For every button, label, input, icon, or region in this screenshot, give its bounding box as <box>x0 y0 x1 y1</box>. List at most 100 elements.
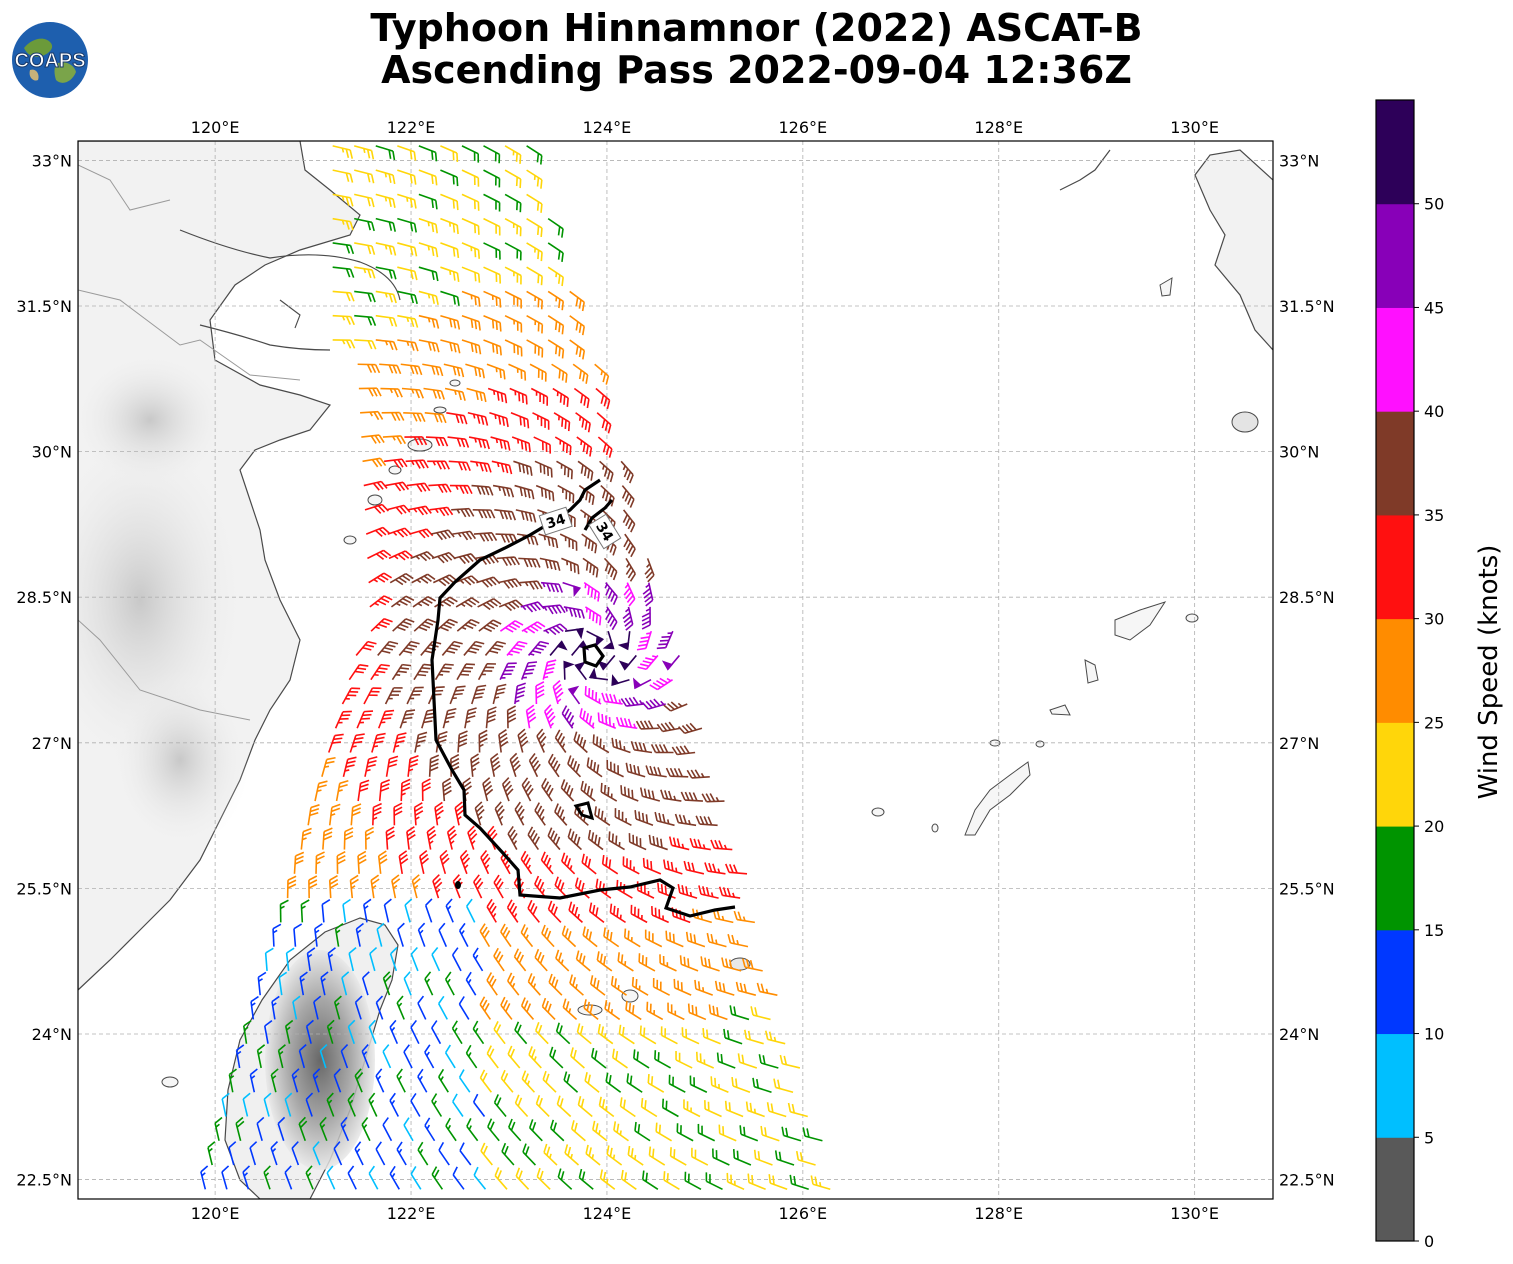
wind-barb <box>504 339 523 357</box>
wind-barb <box>214 1116 223 1141</box>
wind-barb <box>443 363 465 378</box>
wind-barb <box>656 630 674 650</box>
wind-barb <box>483 339 502 356</box>
wind-barb <box>789 1174 809 1191</box>
wind-barb <box>471 484 494 496</box>
wind-barb <box>392 618 415 632</box>
wind-barb <box>483 217 501 236</box>
wind-barb <box>567 755 582 778</box>
wind-barb <box>760 1125 780 1142</box>
wind-barb <box>447 436 470 448</box>
wind-barb <box>440 217 459 235</box>
wind-barb <box>557 484 575 504</box>
wind-barb <box>547 217 564 238</box>
wind-barb <box>384 687 403 705</box>
wind-barb <box>583 999 599 1021</box>
wind-barb <box>332 217 354 231</box>
wind-barb <box>493 1021 506 1045</box>
wind-barb <box>497 578 522 589</box>
wind-barb <box>343 827 354 850</box>
wind-barb <box>526 145 543 165</box>
wind-barb <box>706 932 727 948</box>
wind-barb <box>513 948 527 972</box>
lat-tick-label: 28.5°N <box>1279 588 1335 607</box>
wind-barb <box>567 685 581 705</box>
wind-barb <box>358 387 382 397</box>
lat-tick-label: 25.5°N <box>16 879 72 898</box>
gridlines <box>78 141 1273 1199</box>
wind-barb <box>635 720 659 730</box>
lon-tick-label: 128°E <box>974 1204 1023 1223</box>
wind-barb <box>440 314 461 330</box>
wind-barb <box>455 597 480 608</box>
wind-barb <box>660 1026 678 1045</box>
wind-barb <box>334 710 352 729</box>
wind-barb <box>397 193 417 209</box>
wind-barb <box>397 290 418 305</box>
wind-barb <box>483 314 502 332</box>
wind-barb <box>569 339 586 360</box>
wind-barb <box>425 436 449 447</box>
wind-barb <box>678 722 703 735</box>
wind-barb <box>483 169 501 188</box>
wind-barb <box>397 266 418 281</box>
wind-barb <box>492 683 507 705</box>
wind-barb <box>768 1174 788 1191</box>
wind-barb <box>270 1068 279 1093</box>
wind-barb <box>397 169 417 185</box>
wind-barb <box>489 752 501 777</box>
figure-title-line1: Typhoon Hinnamnor (2022) ASCAT-B <box>370 6 1143 50</box>
wind-barb <box>562 581 582 598</box>
wind-barb <box>389 1019 399 1045</box>
wind-barb <box>622 606 634 631</box>
wind-barb <box>403 971 412 996</box>
wind-barb <box>375 290 397 304</box>
wind-barb <box>530 387 549 406</box>
wind-barb <box>641 698 666 710</box>
wind-barb <box>739 1125 759 1142</box>
wind-barb <box>506 705 517 729</box>
wind-barb <box>401 387 424 399</box>
wind-barb <box>449 685 466 705</box>
wind-barb <box>733 910 755 924</box>
wind-barb <box>476 576 501 588</box>
wind-barb <box>506 899 519 923</box>
wind-barb <box>569 290 585 312</box>
wind-barb <box>543 704 556 729</box>
wind-barb <box>533 436 552 454</box>
wind-barb <box>495 533 518 544</box>
wind-barb <box>298 1116 308 1142</box>
wind-barb <box>710 839 733 851</box>
wind-barb <box>410 1092 421 1117</box>
wind-barb <box>675 1050 693 1069</box>
wind-barb <box>363 898 372 923</box>
wind-barb <box>526 217 543 238</box>
wind-barb <box>278 971 288 996</box>
wind-barb <box>355 640 377 656</box>
wind-barb <box>702 1028 721 1045</box>
wind-barb <box>581 533 598 554</box>
wind-barb <box>595 387 611 410</box>
wind-barb <box>291 1068 300 1093</box>
wind-barb <box>477 598 502 611</box>
wind-barb <box>522 1143 537 1166</box>
lon-tick-label: 128°E <box>974 118 1023 137</box>
contour-34kt: 34 34 <box>430 478 736 918</box>
wind-barb <box>712 1148 730 1166</box>
wind-barb <box>414 731 428 753</box>
wind-barb <box>328 733 344 753</box>
wind-barb <box>438 1141 450 1166</box>
wind-barb <box>592 734 610 754</box>
wind-barb <box>625 1000 642 1021</box>
wind-barb <box>539 557 561 571</box>
wind-barb <box>479 923 491 948</box>
wind-barb <box>453 553 478 565</box>
wind-barb <box>684 1171 702 1190</box>
wind-barb <box>597 654 616 671</box>
wind-barb <box>514 1021 528 1045</box>
lat-tick-label: 28.5°N <box>16 588 72 607</box>
wind-barb <box>424 1117 436 1142</box>
wind-barb <box>563 660 575 680</box>
wind-barb <box>396 1141 407 1166</box>
wind-barb <box>332 290 355 302</box>
